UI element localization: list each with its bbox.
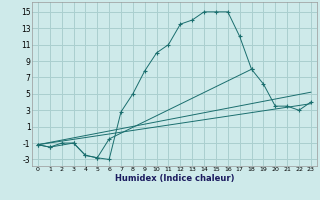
X-axis label: Humidex (Indice chaleur): Humidex (Indice chaleur)	[115, 174, 234, 183]
